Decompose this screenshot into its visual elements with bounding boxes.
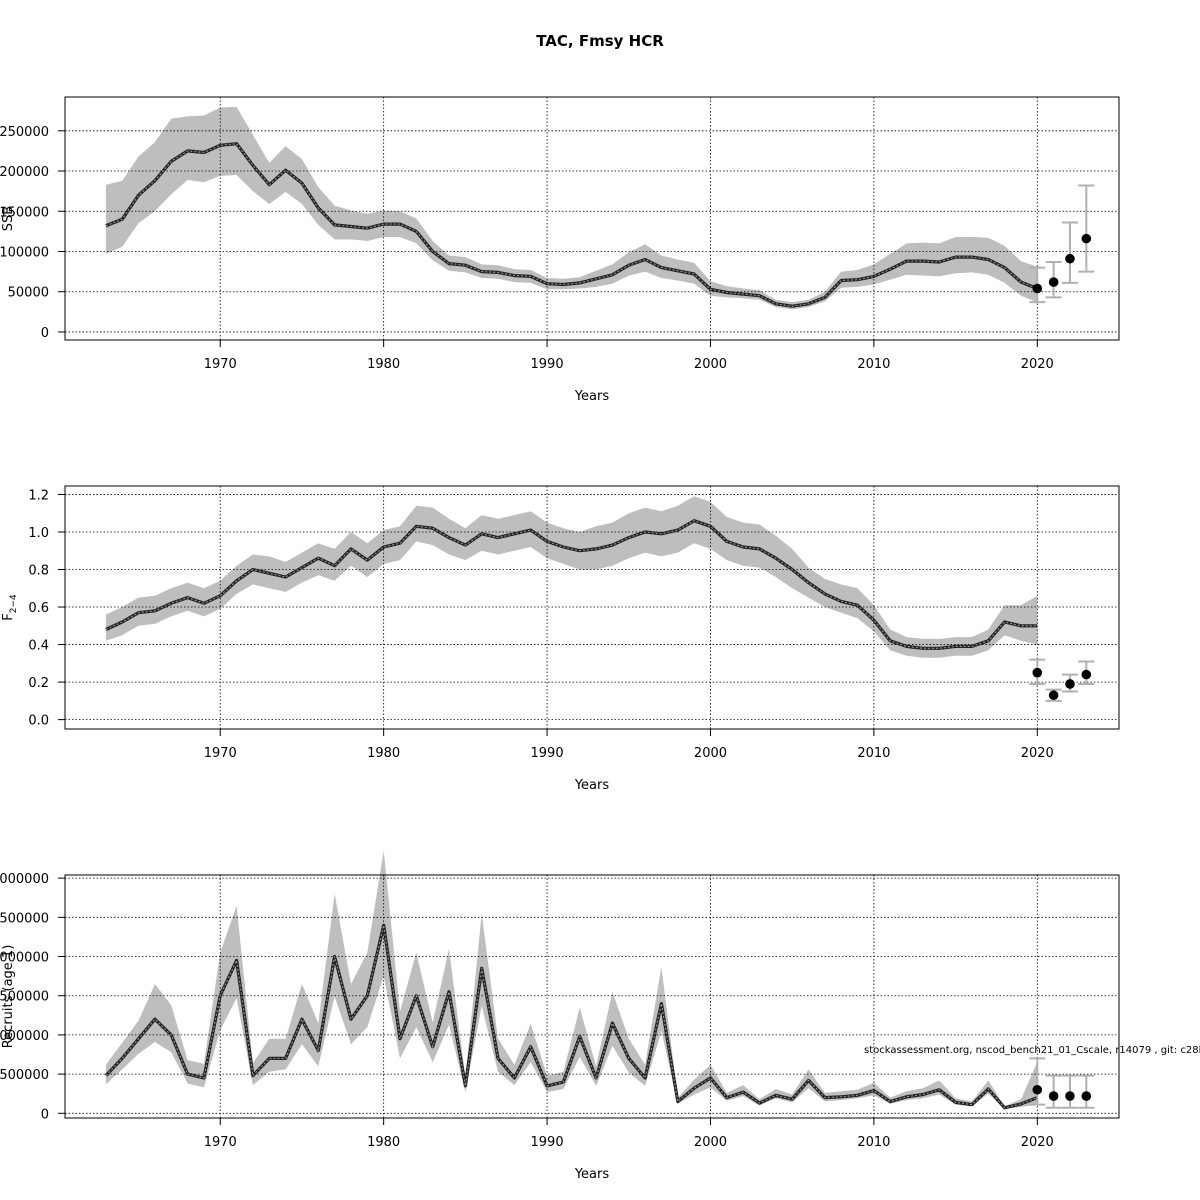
ssb-ytick-label: 100000 xyxy=(0,245,49,260)
ssb-forecast-point xyxy=(1048,277,1059,287)
ssb-ytick-label: 200000 xyxy=(0,165,49,180)
recruits-xtick-label: 1980 xyxy=(367,1135,400,1150)
recruits-xlabel: Years xyxy=(574,1167,610,1182)
ssb-confidence-band xyxy=(105,106,1038,310)
ssb-forecast-point xyxy=(1065,253,1075,264)
recruits-ytick-label: 3000000 xyxy=(0,872,49,887)
fbar-ytick-label: 0.6 xyxy=(28,601,49,616)
recruits-xtick-label: 2010 xyxy=(857,1135,890,1150)
fbar-ytick-label: 1.0 xyxy=(28,526,49,541)
fbar-xlabel: Years xyxy=(574,778,610,793)
recruits-ytick-label: 500000 xyxy=(0,1068,49,1083)
fbar-xtick-label: 1970 xyxy=(204,746,237,761)
ssb-plot-frame xyxy=(64,96,1120,341)
fbar-xtick-label: 2000 xyxy=(694,746,727,761)
recruits-forecast-point xyxy=(1032,1084,1043,1095)
fbar-forecast-point xyxy=(1081,669,1092,680)
recruits-ytick-label: 2000000 xyxy=(0,951,49,966)
ssb-ytick-label: 0 xyxy=(41,326,49,341)
ssb-xtick-label: 2010 xyxy=(857,357,890,372)
fbar-forecast-point xyxy=(1048,690,1059,701)
fbar-xtick-label: 1990 xyxy=(531,746,564,761)
fbar-ytick-label: 1.2 xyxy=(28,488,49,503)
ssb-ytick-label: 150000 xyxy=(0,205,49,220)
fbar-ytick-label: 0.4 xyxy=(28,639,49,654)
fbar-ylabel-subscript: 2−4 xyxy=(9,594,19,613)
recruits-ytick-label: 1000000 xyxy=(0,1029,49,1044)
recruits-forecast-point xyxy=(1081,1091,1092,1101)
ssb-xlabel: Years xyxy=(574,389,610,404)
recruits-xtick-label: 1970 xyxy=(204,1135,237,1150)
ssb-xtick-label: 2020 xyxy=(1021,357,1054,372)
recruits-ytick-label: 1500000 xyxy=(0,990,49,1005)
panel-fbar: 1970 1980 1990 2000 2010 2020 0.0 0.2 0.4 0.6 0.8 1… xyxy=(1,485,1120,793)
recruits-forecast-point xyxy=(1048,1091,1059,1101)
recruits-forecast-point xyxy=(1065,1091,1075,1101)
ssb-xtick-label: 1990 xyxy=(531,357,564,372)
recruits-ylabel: Recruits (age 1) xyxy=(1,945,16,1049)
recruits-estimate-line xyxy=(104,923,1038,1110)
ssb-ytick-label: 50000 xyxy=(8,286,49,301)
ssb-forecast-point xyxy=(1032,283,1043,294)
recruits-ytick-label: 0 xyxy=(41,1107,49,1122)
ssb-xtick-label: 2000 xyxy=(694,357,727,372)
ssb-ytick-label: 250000 xyxy=(0,125,49,140)
fbar-ytick-label: 0.2 xyxy=(28,676,49,691)
fbar-confidence-band xyxy=(105,496,1038,658)
fbar-ylabel: F2−4 xyxy=(1,594,19,621)
recruits-xtick-label: 2000 xyxy=(694,1135,727,1150)
panel-recruits: 1970 1980 1990 2000 2010 2020 0 500000 1000000 15… xyxy=(0,850,1120,1182)
fbar-xtick-label: 2010 xyxy=(857,746,890,761)
fbar-xtick-label: 2020 xyxy=(1021,746,1054,761)
fbar-estimate-dash xyxy=(105,520,1038,649)
ssb-estimate-dash xyxy=(105,143,1038,307)
recruits-ytick-label: 2500000 xyxy=(0,911,49,926)
recruits-estimate-dash xyxy=(105,925,1038,1109)
recruits-confidence-band xyxy=(105,850,1038,1109)
fbar-ytick-label: 0.0 xyxy=(28,714,49,729)
recruits-plot-frame xyxy=(64,874,1120,1119)
panel-ssb: 1970 1980 1990 2000 2010 2020 0 50000 100000 1500… xyxy=(0,96,1120,404)
ssb-ylabel: SSB xyxy=(1,206,16,231)
recruits-xtick-label: 1990 xyxy=(531,1135,564,1150)
ssb-xtick-label: 1970 xyxy=(204,357,237,372)
fbar-forecast-point xyxy=(1065,679,1075,689)
fbar-plot-frame xyxy=(64,485,1120,730)
footnote: stockassessment.org, nscod_bench21_01_Cs… xyxy=(864,1045,1200,1056)
recruits-xtick-label: 2020 xyxy=(1021,1135,1054,1150)
ssb-xtick-label: 1980 xyxy=(367,357,400,372)
figure-title: TAC, Fmsy HCR xyxy=(536,32,664,50)
fbar-xtick-label: 1980 xyxy=(367,746,400,761)
fbar-ytick-label: 0.8 xyxy=(28,564,49,579)
fbar-forecast-point xyxy=(1032,667,1043,678)
ssb-forecast-point xyxy=(1081,233,1092,244)
